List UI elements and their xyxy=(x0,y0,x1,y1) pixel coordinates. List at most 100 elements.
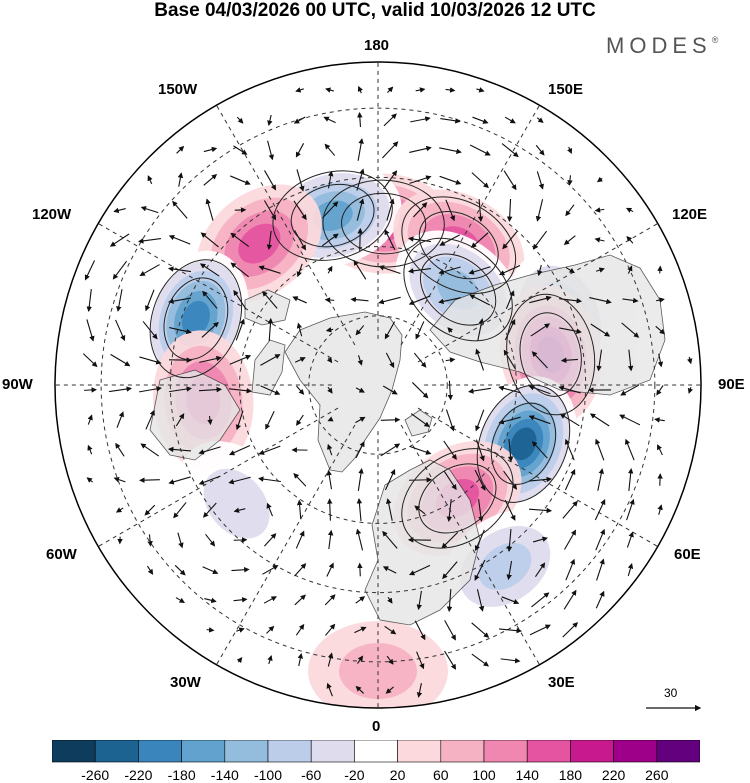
wind-vector xyxy=(258,265,281,274)
wind-vector xyxy=(498,385,521,394)
wind-vector xyxy=(356,168,365,191)
wind-vector xyxy=(325,327,334,333)
wind-vector xyxy=(411,382,429,399)
wind-vector xyxy=(384,321,396,340)
wind-vector xyxy=(140,206,159,214)
wind-vector xyxy=(86,319,95,342)
wind-vector xyxy=(292,296,307,304)
wind-vector xyxy=(295,530,305,549)
wind-vector xyxy=(324,143,336,156)
wind-vector xyxy=(409,175,432,184)
wind-vector xyxy=(357,468,364,491)
wind-vector xyxy=(469,144,491,156)
lon-label-120w: 120W xyxy=(32,206,72,223)
anomaly-level xyxy=(203,468,270,539)
wind-vector xyxy=(109,386,132,393)
wind-vector xyxy=(294,357,306,363)
wind-vector xyxy=(445,357,456,363)
wind-vector xyxy=(439,234,460,246)
wind-vector xyxy=(443,470,457,491)
wind-vector xyxy=(87,444,93,455)
wind-vector xyxy=(201,321,219,338)
colorbar-tick-label: 60 xyxy=(433,767,449,783)
wind-vector xyxy=(265,410,275,430)
wind-vector xyxy=(443,440,457,460)
wind-vector xyxy=(474,559,486,581)
wind-vector xyxy=(532,230,547,250)
wind-vector xyxy=(262,290,278,309)
wind-vectors xyxy=(82,85,694,698)
contour-line xyxy=(149,259,243,379)
colorbar-swatch xyxy=(656,740,700,763)
wind-vector xyxy=(169,327,192,335)
wind-vector xyxy=(657,265,663,274)
colorbar-tick-label: -260 xyxy=(81,767,110,783)
wind-vector xyxy=(236,657,243,664)
colorbar-swatch xyxy=(94,740,139,763)
wind-vector xyxy=(475,409,485,432)
wind-vector xyxy=(438,297,461,305)
wind-vector xyxy=(175,413,185,427)
wind-vector xyxy=(387,596,393,604)
wind-vector xyxy=(266,625,275,634)
wind-vector xyxy=(564,529,577,550)
wind-vector xyxy=(174,564,186,576)
wind-vector xyxy=(198,386,223,393)
wind-vector xyxy=(203,173,218,186)
wind-vector xyxy=(475,439,485,462)
wind-vector xyxy=(205,198,214,221)
wind-vector xyxy=(589,413,610,427)
colorbar-tick-label: 140 xyxy=(515,767,539,783)
wind-vector xyxy=(228,444,251,456)
contour-line xyxy=(476,384,571,503)
wind-vector xyxy=(624,438,635,461)
wind-vector xyxy=(296,414,304,426)
wind-vector xyxy=(562,500,578,519)
contour-line xyxy=(490,402,557,485)
wind-vector xyxy=(559,327,582,334)
wind-vector xyxy=(264,170,277,191)
wind-vector xyxy=(595,590,605,609)
wind-vector xyxy=(355,325,365,336)
colorbar-tick-label: -220 xyxy=(124,767,153,783)
wind-vector xyxy=(498,627,523,634)
anomaly-level xyxy=(478,542,532,591)
wind-vector xyxy=(296,322,303,337)
wind-vector xyxy=(472,116,489,124)
wind-vector xyxy=(627,265,633,274)
wind-vector xyxy=(384,468,396,491)
wind-vector xyxy=(357,355,363,366)
wind-vector xyxy=(230,232,250,248)
wind-vector xyxy=(110,353,131,367)
wind-vector xyxy=(357,138,364,161)
wind-vector xyxy=(236,116,244,124)
wind-vector xyxy=(356,497,363,522)
lon-label-180: 180 xyxy=(364,37,390,54)
wind-vector xyxy=(176,145,185,154)
wind-vector xyxy=(355,528,364,551)
wind-vector xyxy=(654,417,665,423)
wind-vector xyxy=(355,685,365,694)
wind-vector xyxy=(535,199,544,222)
colorbar-tick-label: 260 xyxy=(645,767,669,783)
wind-vector xyxy=(267,317,274,342)
wind-vector xyxy=(387,86,394,94)
wind-vector xyxy=(444,620,456,641)
wind-vector xyxy=(139,477,160,483)
wind-vector xyxy=(115,319,126,342)
wind-vector xyxy=(293,472,307,487)
wind-vector xyxy=(445,409,455,432)
lon-label-60w: 60W xyxy=(46,546,77,563)
wind-vector xyxy=(235,410,244,431)
wind-vector xyxy=(534,562,546,577)
wind-vector xyxy=(590,323,611,337)
wind-vector xyxy=(147,534,153,547)
wind-vector xyxy=(504,499,516,521)
wind-vector xyxy=(380,443,401,457)
wind-vector xyxy=(350,296,369,303)
wind-vector xyxy=(233,597,248,603)
wind-vector xyxy=(146,565,154,575)
wind-vector xyxy=(202,566,219,574)
wind-vector xyxy=(140,443,160,457)
wind-vector xyxy=(505,290,515,309)
